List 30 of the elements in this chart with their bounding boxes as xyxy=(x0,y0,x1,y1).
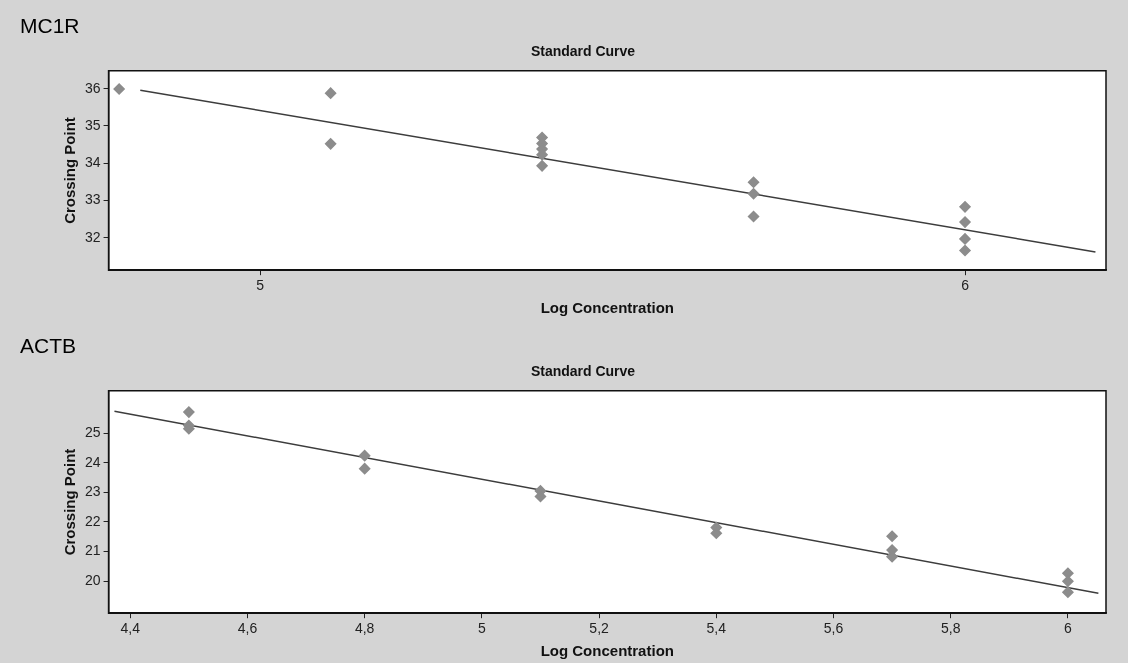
x-axis-title: Log Concentration xyxy=(540,642,674,660)
chart-title: Standard Curve xyxy=(530,363,636,380)
x-tick-label: 5,4 xyxy=(706,620,727,637)
x-tick-label: 5 xyxy=(256,277,265,294)
y-axis-title: Crossing Point xyxy=(61,117,79,224)
y-tick-label: 34 xyxy=(84,154,101,171)
x-tick-label: 4,4 xyxy=(120,620,141,637)
x-tick-label: 4,6 xyxy=(237,620,258,637)
x-tick-label: 5,6 xyxy=(823,620,844,637)
y-tick-label: 35 xyxy=(84,116,101,133)
text: MC1R xyxy=(20,14,80,38)
y-tick-label: 20 xyxy=(84,572,101,589)
x-axis-title: Log Concentration xyxy=(540,299,674,317)
y-tick-label: 32 xyxy=(84,228,101,245)
y-tick-label: 33 xyxy=(84,191,101,208)
chart-title: Standard Curve xyxy=(530,43,636,60)
y-axis-title: Crossing Point xyxy=(61,448,79,556)
x-tick-label: 5 xyxy=(477,620,486,637)
y-tick-label: 25 xyxy=(84,424,101,441)
y-tick-label: 36 xyxy=(84,79,101,96)
x-tick-label: 5,2 xyxy=(589,620,610,637)
text: ACTB xyxy=(20,334,77,358)
x-tick-label: 6 xyxy=(961,277,970,294)
y-tick-label: 22 xyxy=(84,512,101,529)
y-tick-label: 21 xyxy=(84,542,101,559)
y-tick-label: 24 xyxy=(84,453,101,470)
x-tick-label: 4,8 xyxy=(354,620,375,637)
x-tick-label: 6 xyxy=(1064,620,1073,637)
y-tick-label: 23 xyxy=(84,483,101,500)
x-tick-label: 5,8 xyxy=(940,620,961,637)
